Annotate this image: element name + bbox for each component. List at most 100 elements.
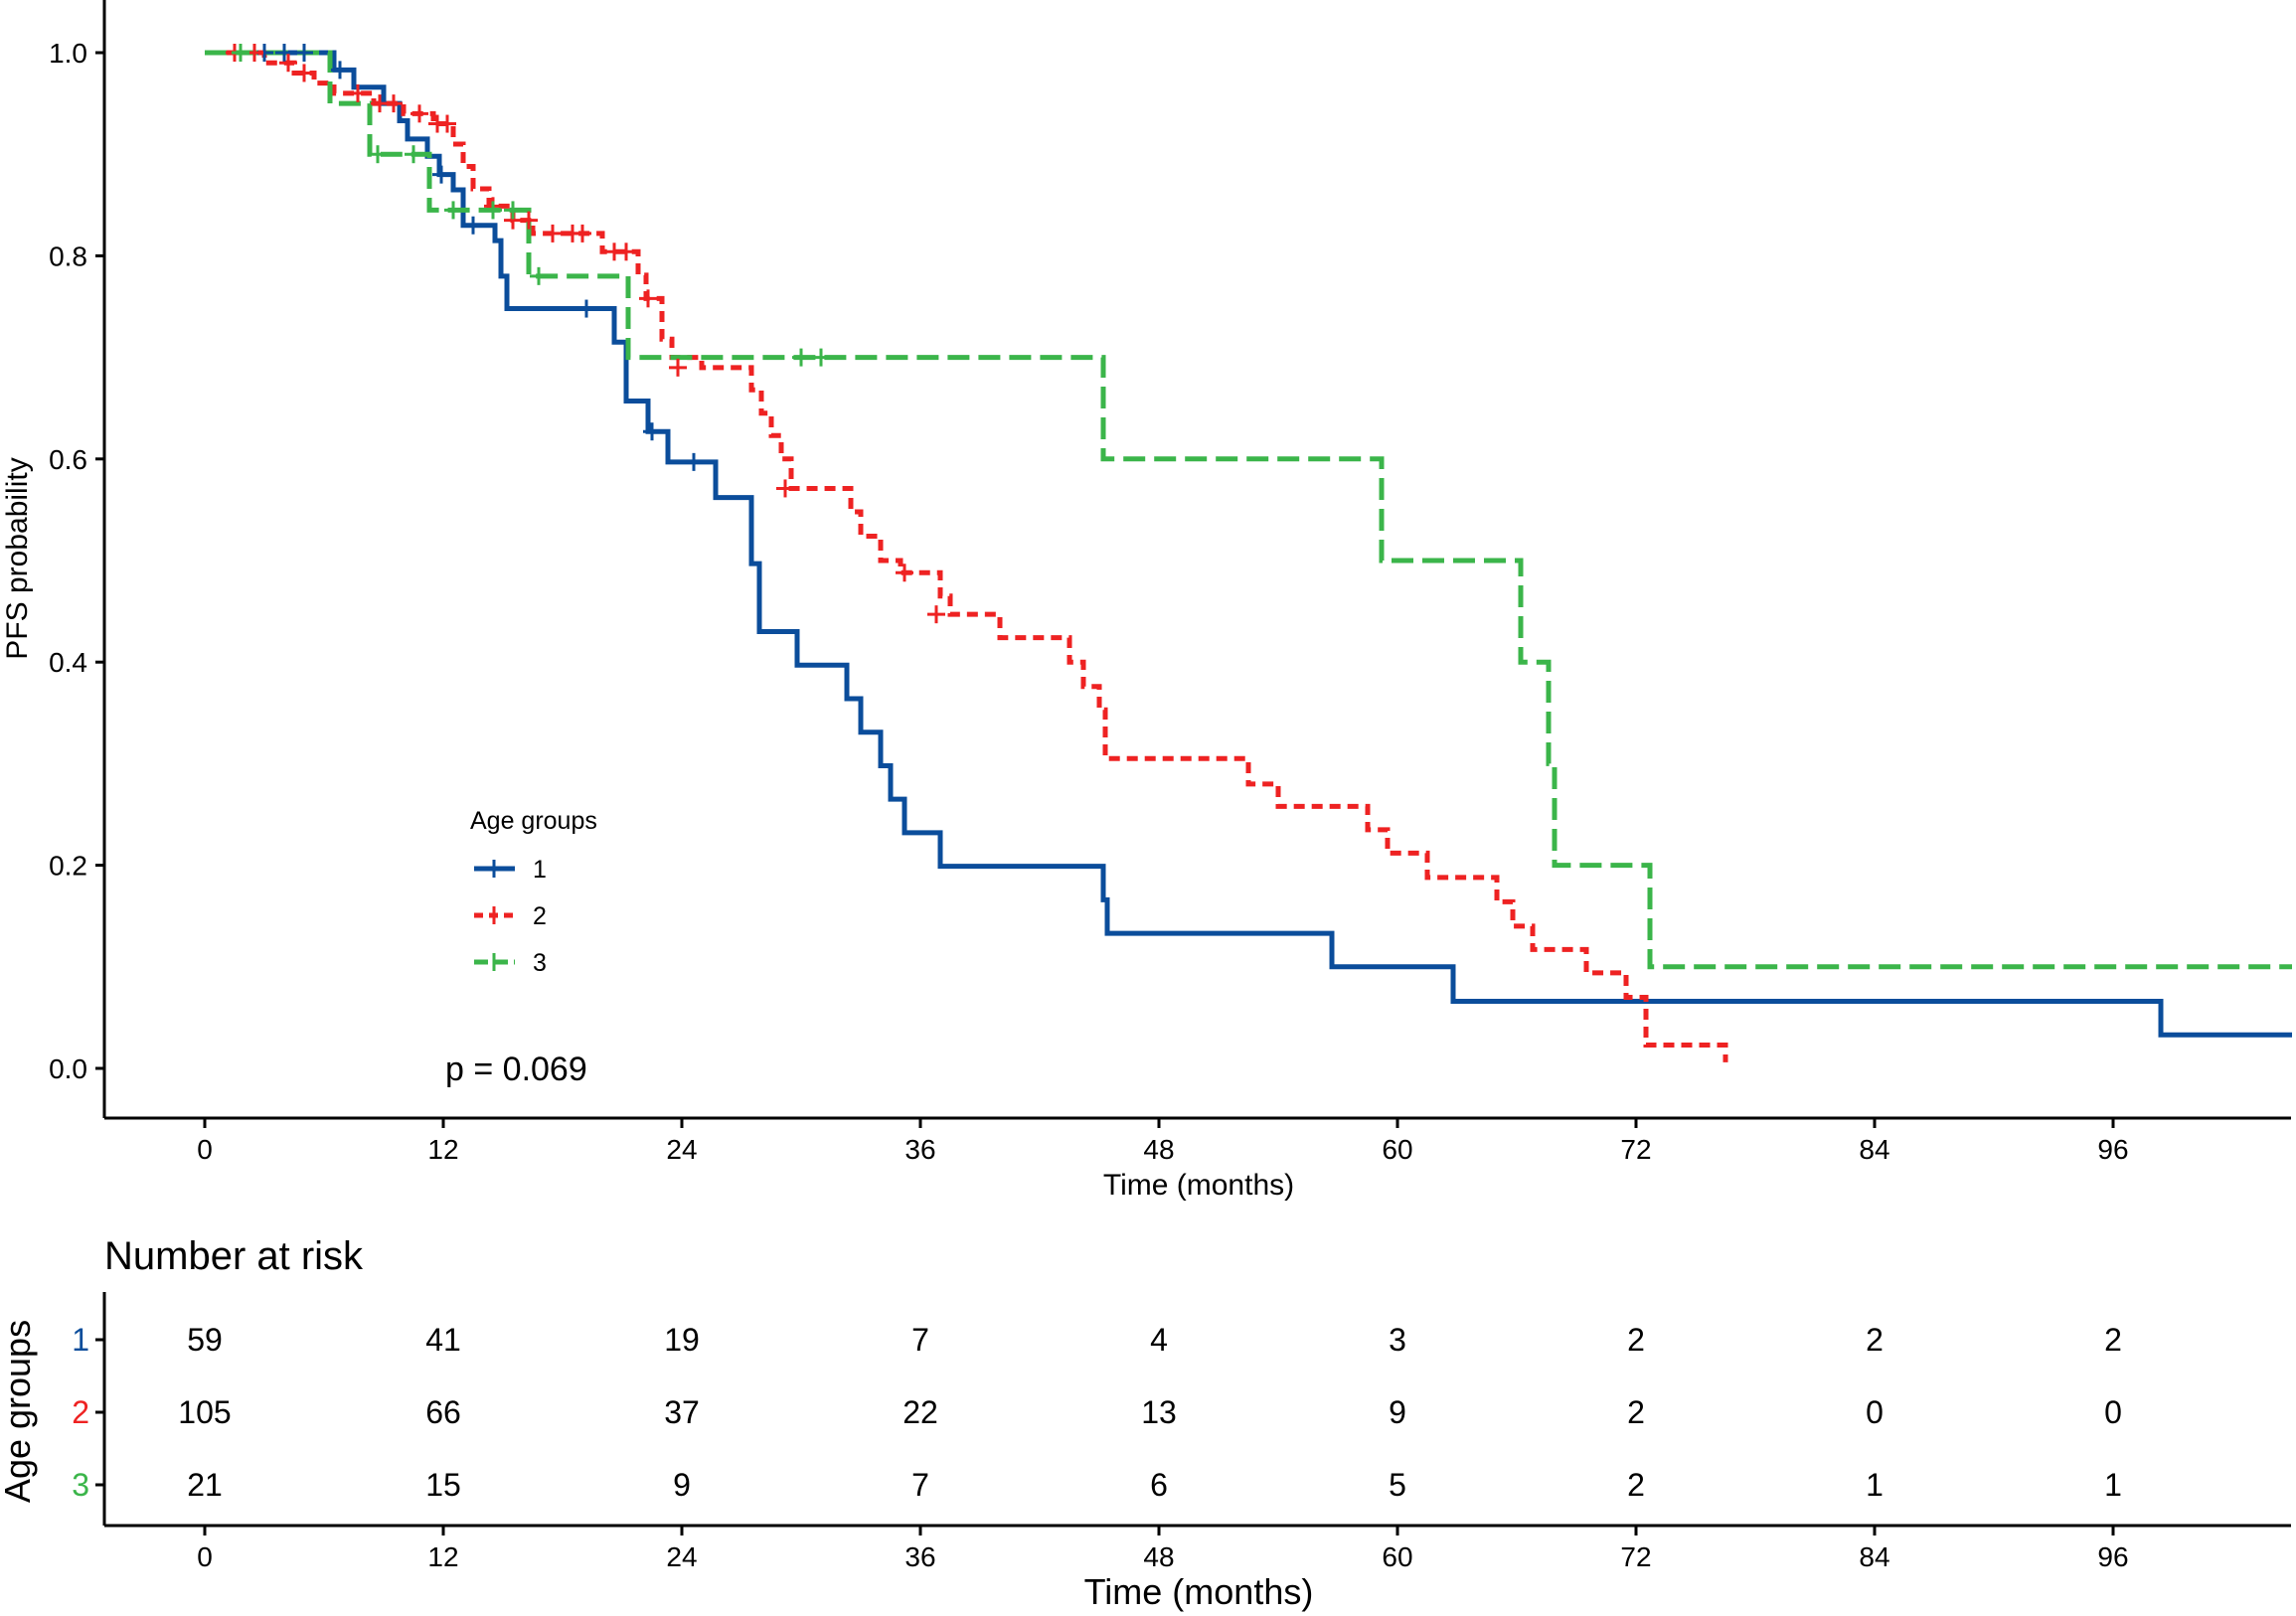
km-censor-mark-group-1 <box>331 61 349 80</box>
km-curve-group-2 <box>205 50 1728 1062</box>
km-x-tick-label: 12 <box>427 1134 458 1165</box>
km-censor-mark-group-3 <box>504 201 522 220</box>
risk-table: Number at risk 1 59 41 19 7 4 3 2 2 22 105 66 37 22 13… <box>0 1234 2291 1612</box>
risk-cell: 1 <box>1866 1467 1884 1503</box>
risk-cell: 6 <box>1150 1467 1168 1503</box>
risk-cell: 59 <box>187 1322 223 1358</box>
risk-cell: 0 <box>1866 1394 1884 1430</box>
risk-x-tick-label: 84 <box>1859 1541 1889 1572</box>
risk-rows: 1 59 41 19 7 4 3 2 2 22 105 66 37 22 13 9 2 0 03 21 15 9 7 6 5 2 1… <box>72 1322 2122 1503</box>
km-x-tick-label: 60 <box>1382 1134 1412 1165</box>
risk-x-ticks: 0 12 24 36 48 60 72 84 96 <box>197 1526 2129 1572</box>
risk-cell: 105 <box>178 1394 231 1430</box>
risk-row-label-1: 1 <box>72 1322 89 1358</box>
km-y-axis-title: PFS probability <box>1 457 34 659</box>
km-y-tick-label: 0.6 <box>49 444 87 475</box>
risk-cell: 2 <box>1627 1467 1645 1503</box>
legend-entries: 1 2 3 <box>474 856 547 977</box>
risk-x-tick-label: 48 <box>1143 1541 1174 1572</box>
km-censor-mark-group-2 <box>896 564 913 582</box>
km-censor-mark-group-2 <box>639 289 657 308</box>
km-censor-mark-group-2 <box>295 64 313 82</box>
km-x-tick-label: 48 <box>1143 1134 1174 1165</box>
legend-label: 2 <box>533 902 547 930</box>
risk-x-tick-label: 96 <box>2097 1541 2128 1572</box>
km-y-ticks: 0.0 0.2 0.4 0.6 0.8 1.0 <box>49 38 104 1084</box>
km-censor-mark-group-1 <box>577 299 595 318</box>
km-censor-mark-group-3 <box>232 44 249 62</box>
risk-cell: 41 <box>425 1322 461 1358</box>
risk-cell: 2 <box>1627 1394 1645 1430</box>
km-censor-mark-group-3 <box>812 348 830 367</box>
km-x-tick-label: 84 <box>1859 1134 1889 1165</box>
km-censor-mark-group-2 <box>544 224 562 242</box>
risk-x-tick-label: 72 <box>1620 1541 1651 1572</box>
risk-cell: 2 <box>1866 1322 1884 1358</box>
risk-y-axis-title: Age groups <box>0 1320 38 1503</box>
risk-cell: 22 <box>902 1394 938 1430</box>
km-censor-mark-group-3 <box>530 266 548 285</box>
km-y-tick-label: 0.0 <box>49 1053 87 1084</box>
risk-x-tick-label: 24 <box>666 1541 697 1572</box>
risk-x-tick-label: 12 <box>427 1541 458 1572</box>
legend-label: 1 <box>533 856 547 884</box>
risk-x-tick-label: 60 <box>1382 1541 1412 1572</box>
km-y-tick-label: 0.8 <box>49 241 87 271</box>
risk-cell: 5 <box>1389 1467 1406 1503</box>
km-plot: 0.00.20.40.60.81.0 0 12 24 36 48 60 72 84 96 Tim… <box>1 0 2292 1202</box>
risk-cell: 2 <box>2104 1322 2122 1358</box>
risk-cell: 1 <box>2104 1467 2122 1503</box>
risk-cell: 66 <box>425 1394 461 1430</box>
km-censor-mark-group-2 <box>385 94 403 113</box>
km-y-tick-label: 0.4 <box>49 647 87 678</box>
km-censor-mark-group-3 <box>405 145 422 164</box>
km-curves <box>205 50 2292 1062</box>
km-censor-mark-group-2 <box>438 114 456 133</box>
km-censor-mark-group-1 <box>295 44 313 62</box>
km-x-ticks: 0 12 24 36 48 60 72 84 96 <box>197 1118 2129 1165</box>
risk-cell: 9 <box>1389 1394 1406 1430</box>
km-x-tick-label: 96 <box>2097 1134 2128 1165</box>
legend-label: 3 <box>533 949 547 977</box>
km-censors <box>226 44 945 624</box>
legend-entry-3: 3 <box>474 949 547 977</box>
km-censor-mark-group-2 <box>574 224 591 242</box>
risk-row-label-3: 3 <box>72 1467 89 1503</box>
km-x-tick-label: 24 <box>666 1134 697 1165</box>
km-censor-mark-group-3 <box>444 201 462 220</box>
legend-title: Age groups <box>470 807 597 835</box>
km-x-axis-title: Time (months) <box>1103 1169 1294 1202</box>
risk-cell: 4 <box>1150 1322 1168 1358</box>
risk-x-tick-label: 0 <box>197 1541 213 1572</box>
km-x-tick-label: 72 <box>1620 1134 1651 1165</box>
km-curve-group-1 <box>205 50 2292 1038</box>
km-censor-mark-group-1 <box>432 165 450 184</box>
risk-cell: 0 <box>2104 1394 2122 1430</box>
risk-cell: 15 <box>425 1467 461 1503</box>
km-censor-mark-group-1 <box>464 216 482 235</box>
legend: Age groups 1 2 3 <box>470 807 597 977</box>
legend-entry-2: 2 <box>474 902 547 930</box>
p-value-annotation: p = 0.069 <box>445 1050 587 1088</box>
risk-cell: 2 <box>1627 1322 1645 1358</box>
km-x-tick-label: 36 <box>904 1134 935 1165</box>
risk-cell: 19 <box>664 1322 700 1358</box>
km-y-tick-label: 0.2 <box>49 851 87 882</box>
risk-cell: 7 <box>911 1322 929 1358</box>
km-censor-mark-group-1 <box>275 44 293 62</box>
risk-x-axis-title: Time (months) <box>1084 1571 1314 1612</box>
risk-cell: 37 <box>664 1394 700 1430</box>
km-x-tick-label: 0 <box>197 1134 213 1165</box>
km-curve-group-3 <box>205 50 2292 970</box>
km-censor-mark-group-2 <box>520 211 538 230</box>
km-censor-mark-group-2 <box>617 242 635 261</box>
risk-table-title: Number at risk <box>104 1234 364 1278</box>
km-censor-mark-group-2 <box>927 605 945 624</box>
km-censor-mark-group-1 <box>685 452 703 471</box>
km-censor-mark-group-2 <box>279 54 297 73</box>
km-censor-mark-group-2 <box>669 358 687 377</box>
km-censor-mark-group-2 <box>410 104 428 123</box>
km-censor-mark-group-3 <box>484 201 502 220</box>
km-censor-mark-group-2 <box>349 83 367 102</box>
